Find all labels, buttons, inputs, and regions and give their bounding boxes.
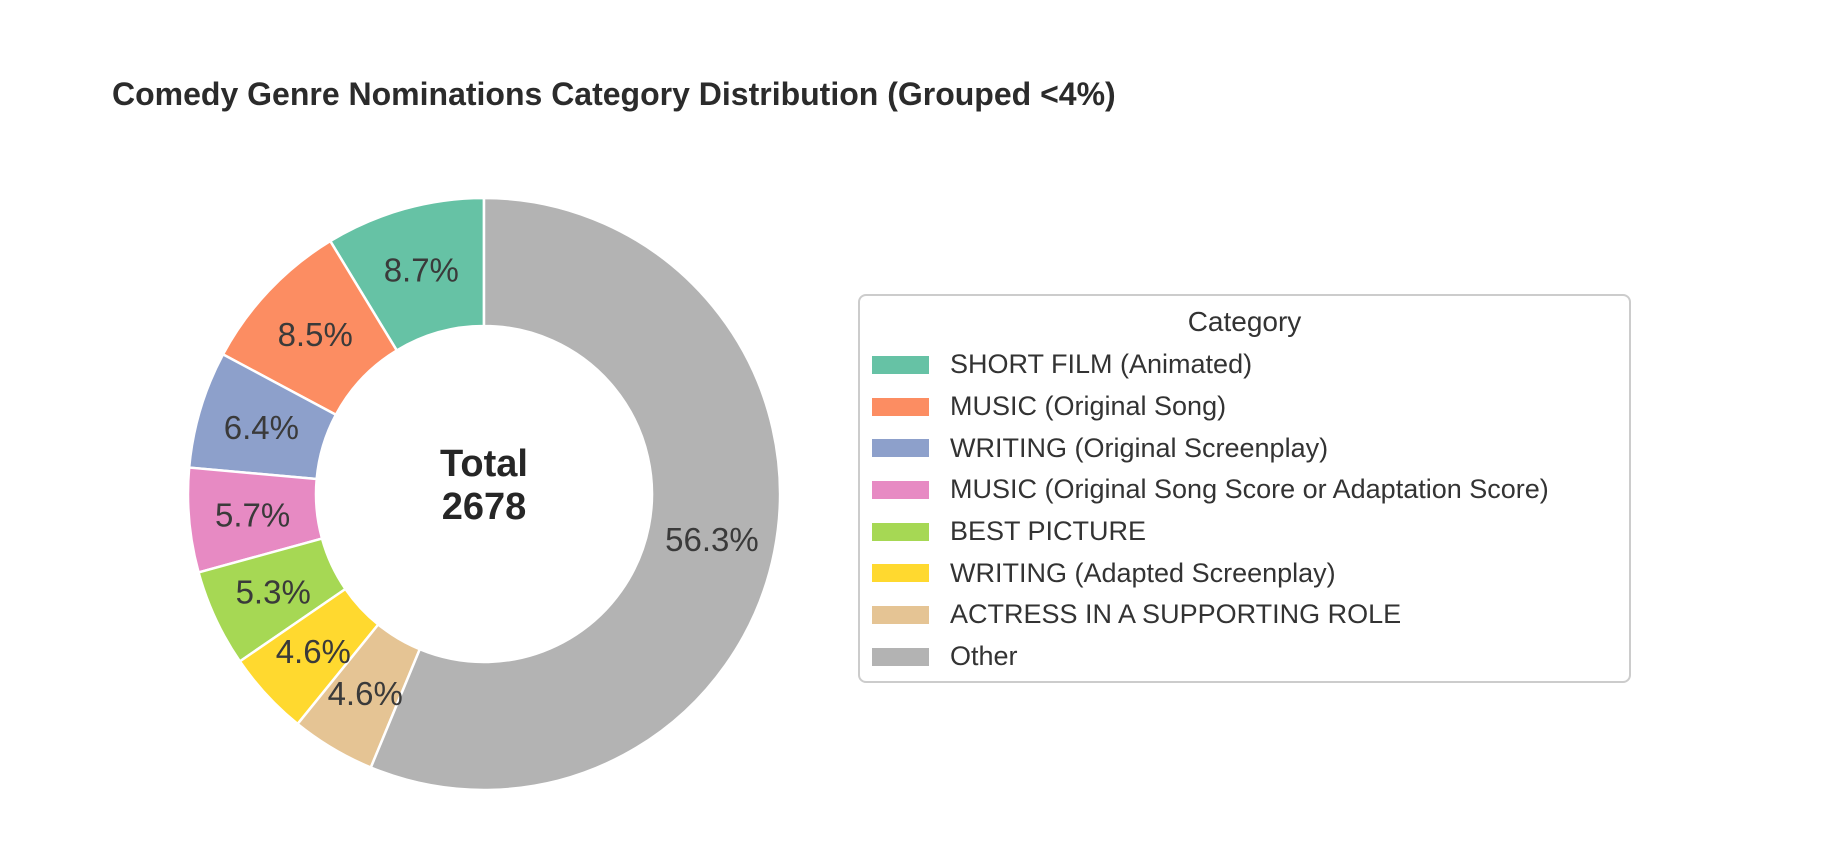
pct-label-1: 8.7%: [384, 252, 459, 289]
legend-rows: SHORT FILM (Animated) MUSIC (Original Son…: [860, 344, 1629, 678]
center-total-value: 2678: [442, 486, 527, 528]
legend-item-6: WRITING (Adapted Screenplay): [860, 552, 1629, 594]
legend-label: SHORT FILM (Animated): [950, 349, 1253, 380]
legend-label: BEST PICTURE: [950, 516, 1147, 547]
legend-item-8: Other: [860, 636, 1629, 678]
legend-item-3: WRITING (Original Screenplay): [860, 427, 1629, 469]
legend-swatch-icon: [872, 439, 929, 458]
pct-label-8: 56.3%: [665, 521, 759, 558]
pie-slice-8: [369, 196, 782, 792]
legend-item-5: BEST PICTURE: [860, 511, 1629, 553]
legend-label: ACTRESS IN A SUPPORTING ROLE: [950, 599, 1402, 630]
donut-slices: [186, 196, 782, 792]
legend-swatch-icon: [872, 647, 929, 666]
legend-swatch-icon: [872, 564, 929, 583]
legend-swatch-icon: [872, 605, 929, 624]
legend-label: WRITING (Original Screenplay): [950, 432, 1329, 463]
chart-title: Comedy Genre Nominations Category Distri…: [112, 76, 1116, 112]
legend-swatch-icon: [872, 480, 929, 499]
donut-chart: 8.7%8.5%6.4%5.7%5.3%4.6%4.6%56.3% Total …: [186, 196, 782, 792]
legend-item-1: SHORT FILM (Animated): [860, 344, 1629, 386]
donut-pct-labels: 8.7% 8.5% 6.4% 5.7% 5.3% 4.6% 4.6% 56.3%: [215, 252, 759, 713]
pct-label-5: 5.3%: [236, 573, 311, 610]
pct-label-2: 8.5%: [278, 316, 353, 353]
legend-item-2: MUSIC (Original Song): [860, 386, 1629, 428]
pct-label-3: 6.4%: [224, 409, 299, 446]
pct-label-7: 4.6%: [328, 675, 403, 712]
legend-title: Category: [1187, 306, 1302, 337]
legend-swatch-icon: [872, 522, 929, 541]
center-total-label: Total: [440, 443, 528, 485]
pct-label-4: 5.7%: [215, 496, 290, 533]
legend-swatch-icon: [872, 355, 929, 374]
legend-label: Other: [950, 641, 1018, 672]
legend-item-7: ACTRESS IN A SUPPORTING ROLE: [860, 594, 1629, 636]
legend-label: MUSIC (Original Song Score or Adaptation…: [950, 474, 1549, 505]
legend-item-4: MUSIC (Original Song Score or Adaptation…: [860, 469, 1629, 511]
legend-label: WRITING (Adapted Screenplay): [950, 557, 1336, 588]
legend: Category SHORT FILM (Animated) MUSIC (Ori…: [858, 294, 1631, 683]
legend-label: MUSIC (Original Song): [950, 391, 1227, 422]
legend-swatch-icon: [872, 397, 929, 416]
pct-label-6: 4.6%: [276, 633, 351, 670]
